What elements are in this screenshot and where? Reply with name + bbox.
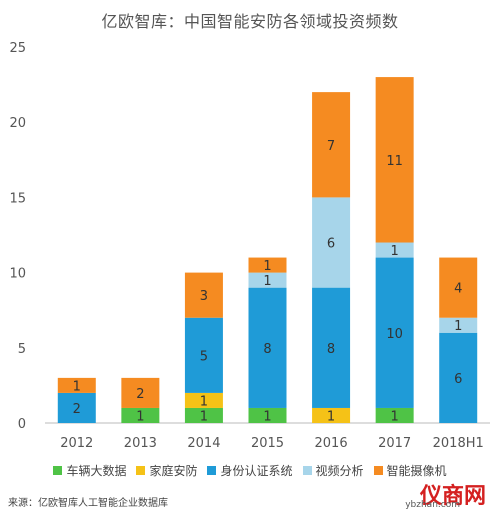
bar-value-label: 2 [73, 402, 81, 417]
legend-item: 智能摄像机 [373, 462, 447, 479]
bar-value-label: 1 [200, 394, 208, 409]
bar-segment [439, 332, 478, 423]
bar-segment [248, 272, 287, 288]
legend-swatch [373, 466, 383, 475]
bar-segment [121, 377, 160, 408]
bar-value-label: 1 [391, 409, 399, 424]
bar-segment [184, 392, 223, 408]
bar-value-label: 1 [263, 409, 271, 424]
bar-segment [439, 317, 478, 333]
y-tick-label: 25 [9, 41, 26, 56]
bar-segment [375, 257, 414, 408]
watermark-logo: 仪商网 [419, 483, 486, 509]
bar-segment [248, 407, 287, 423]
bar-value-label: 1 [200, 409, 208, 424]
legend-label: 视频分析 [315, 464, 364, 478]
bar-value-label: 6 [327, 237, 335, 252]
bar-value-label: 8 [327, 342, 335, 357]
bar-segment [248, 257, 287, 273]
bar-value-label: 6 [454, 372, 462, 387]
bar-segment [312, 197, 351, 288]
legend-item: 家庭安防 [136, 462, 197, 479]
bar-segment [184, 272, 223, 318]
bar-segment [375, 407, 414, 423]
source-note: 来源：亿欧智库人工智能企业数据库 [8, 498, 168, 509]
bar-segment [312, 407, 351, 423]
x-tick-label: 2016 [315, 436, 348, 451]
bar-segment [184, 317, 223, 393]
bar-segment [312, 92, 351, 198]
bar-value-label: 7 [327, 139, 335, 154]
legend-label: 身份认证系统 [220, 464, 293, 478]
legend-swatch [302, 466, 312, 475]
bar-value-label: 2 [136, 387, 144, 402]
y-tick-label: 5 [18, 342, 26, 357]
legend-label: 智能摄像机 [386, 464, 447, 478]
bar-segment [248, 287, 287, 408]
bar-value-label: 3 [200, 289, 208, 304]
x-tick-label: 2012 [60, 436, 93, 451]
legend-item: 车辆大数据 [53, 462, 126, 479]
watermark-url: ybzhan.com [405, 500, 460, 510]
bar-value-label: 1 [263, 259, 271, 274]
y-tick-label: 0 [18, 417, 26, 432]
bar-segment [184, 407, 223, 423]
x-tick-label: 2014 [187, 436, 220, 451]
bar-segment [375, 77, 414, 243]
x-tick-label: 2017 [378, 436, 411, 451]
bar-value-label: 1 [263, 274, 271, 289]
legend-swatch [136, 466, 146, 475]
y-tick-label: 10 [9, 267, 26, 282]
bar-segment [57, 392, 96, 423]
legend-label: 家庭安防 [149, 464, 198, 478]
chart-title: 亿欧智库：中国智能安防各领域投资频数 [101, 12, 399, 31]
bar-value-label: 5 [200, 349, 208, 364]
bar-segment [57, 377, 96, 393]
bar-segment [439, 257, 478, 318]
bar-segment [121, 407, 160, 423]
bar-segment [312, 287, 351, 408]
legend-item: 视频分析 [302, 462, 364, 479]
x-tick-label: 2013 [124, 436, 157, 451]
bar-value-label: 1 [136, 409, 144, 424]
bar-value-label: 8 [263, 342, 271, 357]
legend: 车辆大数据 家庭安防 身份认证系统 视频分析 智能摄像机 [0, 462, 500, 479]
y-axis: 0 5 10 15 20 25 [9, 41, 26, 432]
y-tick-label: 15 [9, 191, 26, 206]
x-axis: 2012 2013 2014 2015 2016 2017 2018H1 [45, 422, 490, 451]
y-tick-label: 20 [9, 116, 26, 131]
x-tick-label: 2015 [251, 436, 284, 451]
x-tick-label: 2018H1 [433, 436, 484, 451]
bar-value-label: 1 [73, 379, 81, 394]
bar-value-label: 1 [327, 409, 335, 424]
bar-value-label: 1 [391, 244, 399, 259]
bar-value-label: 11 [386, 154, 403, 169]
bar-value-label: 4 [454, 282, 462, 297]
bar-value-label: 10 [386, 327, 403, 342]
bar-value-label: 1 [454, 319, 462, 334]
legend-swatch [207, 466, 217, 475]
legend-item: 身份认证系统 [207, 462, 293, 479]
legend-swatch [53, 466, 63, 475]
legend-label: 车辆大数据 [66, 464, 127, 478]
bar-segment [375, 242, 414, 258]
